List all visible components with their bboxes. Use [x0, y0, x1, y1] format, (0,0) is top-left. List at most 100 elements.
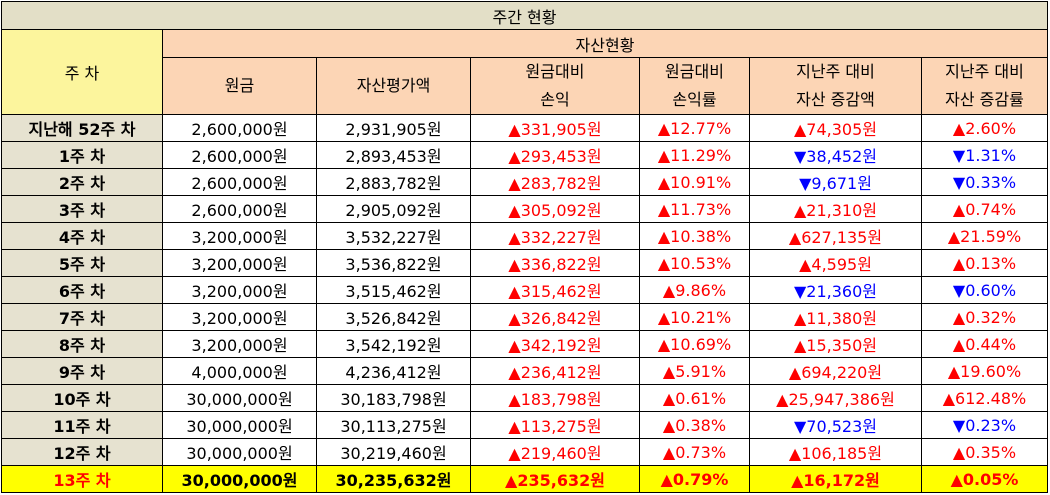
week-cell: 11주 차 [1, 411, 163, 439]
wow-rate-cell: ▲0.74% [921, 195, 1048, 223]
week-cell: 7주 차 [1, 303, 163, 331]
pnl-cell: ▲283,782원 [470, 168, 640, 196]
asset-value-cell: 30,219,460원 [316, 438, 471, 466]
week-cell: 4주 차 [1, 222, 163, 250]
table-row: 10주 차 30,000,000원 30,183,798원 ▲183,798원 ▲0.6… [1, 384, 1048, 412]
wow-amount-cell: ▲694,220원 [749, 357, 922, 385]
pnl-rate-cell: ▲10.38% [639, 222, 750, 250]
asset-value-cell: 3,536,822원 [316, 249, 471, 277]
asset-value-cell: 4,236,412원 [316, 357, 471, 385]
wow-rate-cell: ▲0.35% [921, 438, 1048, 466]
asset-value-header: 자산평가액 [316, 57, 471, 115]
wow-amount-cell: ▲74,305원 [749, 114, 922, 142]
principal-cell: 3,200,000원 [162, 276, 317, 304]
pnl-rate-cell: ▲11.73% [639, 195, 750, 223]
asset-value-cell: 2,931,905원 [316, 114, 471, 142]
week-cell: 5주 차 [1, 249, 163, 277]
pnl-cell: ▲219,460원 [470, 438, 640, 466]
wow-amount-cell: ▼38,452원 [749, 141, 922, 169]
wow-rate-cell: ▲19.60% [921, 357, 1048, 385]
pnl-cell: ▲293,453원 [470, 141, 640, 169]
pnl-rate-cell: ▲10.21% [639, 303, 750, 331]
wow-amount-cell: ▲15,350원 [749, 330, 922, 358]
principal-cell: 30,000,000원 [162, 411, 317, 439]
wow-amount-cell: ▲11,380원 [749, 303, 922, 331]
pnl-rate-cell: ▲10.53% [639, 249, 750, 277]
week-cell: 지난해 52주 차 [1, 114, 163, 142]
pnl-cell: ▲331,905원 [470, 114, 640, 142]
wow-rate-cell: ▲0.32% [921, 303, 1048, 331]
pnl-rate-cell: ▲12.77% [639, 114, 750, 142]
table-row: 지난해 52주 차 2,600,000원 2,931,905원 ▲331,905원 ▲1… [1, 114, 1048, 142]
wow-rate-cell: ▲0.13% [921, 249, 1048, 277]
week-cell: 9주 차 [1, 357, 163, 385]
wow-amount-cell: ▲627,135원 [749, 222, 922, 250]
table-row: 2주 차 2,600,000원 2,883,782원 ▲283,782원 ▲10.91%… [1, 168, 1048, 196]
asset-value-cell: 3,532,227원 [316, 222, 471, 250]
principal-cell: 2,600,000원 [162, 168, 317, 196]
asset-value-cell: 2,883,782원 [316, 168, 471, 196]
wow-rate-cell: ▲0.05% [921, 465, 1048, 493]
wow-rate-cell: ▼0.23% [921, 411, 1048, 439]
table-title: 주간 현황 [1, 1, 1048, 30]
pnl-cell: ▲342,192원 [470, 330, 640, 358]
principal-cell: 30,000,000원 [162, 384, 317, 412]
week-cell: 6주 차 [1, 276, 163, 304]
wow-amount-cell: ▲21,310원 [749, 195, 922, 223]
week-cell: 2주 차 [1, 168, 163, 196]
pnl-cell: ▲113,275원 [470, 411, 640, 439]
pnl-cell: ▲315,462원 [470, 276, 640, 304]
week-cell: 8주 차 [1, 330, 163, 358]
wow-amount-cell: ▼70,523원 [749, 411, 922, 439]
table-row: 11주 차 30,000,000원 30,113,275원 ▲113,275원 ▲0.3… [1, 411, 1048, 439]
table-row: 4주 차 3,200,000원 3,532,227원 ▲332,227원 ▲10.38%… [1, 222, 1048, 250]
principal-cell: 2,600,000원 [162, 195, 317, 223]
table-row: 3주 차 2,600,000원 2,905,092원 ▲305,092원 ▲11.73%… [1, 195, 1048, 223]
pnl-rate-cell: ▲0.38% [639, 411, 750, 439]
table-row: 1주 차 2,600,000원 2,893,453원 ▲293,453원 ▲11.29%… [1, 141, 1048, 169]
table-row: 5주 차 3,200,000원 3,536,822원 ▲336,822원 ▲10.53%… [1, 249, 1048, 277]
week-cell: 1주 차 [1, 141, 163, 169]
asset-value-cell: 30,183,798원 [316, 384, 471, 412]
asset-value-cell: 2,893,453원 [316, 141, 471, 169]
wow-rate-header: 지난주 대비 자산 증감률 [921, 57, 1048, 115]
asset-value-cell: 3,542,192원 [316, 330, 471, 358]
principal-cell: 4,000,000원 [162, 357, 317, 385]
principal-cell: 30,000,000원 [162, 438, 317, 466]
wow-amount-header: 지난주 대비 자산 증감액 [749, 57, 922, 115]
wow-rate-cell: ▲0.44% [921, 330, 1048, 358]
asset-value-cell: 3,515,462원 [316, 276, 471, 304]
wow-rate-cell: ▼0.33% [921, 168, 1048, 196]
week-cell: 10주 차 [1, 384, 163, 412]
pnl-rate-cell: ▲5.91% [639, 357, 750, 385]
principal-cell: 3,200,000원 [162, 330, 317, 358]
table-row: 13주 차 30,000,000원 30,235,632원 ▲235,632원 ▲0.7… [1, 465, 1048, 493]
asset-value-cell: 30,235,632원 [316, 465, 471, 493]
pnl-cell: ▲183,798원 [470, 384, 640, 412]
pnl-rate-cell: ▲0.79% [639, 465, 750, 493]
principal-cell: 3,200,000원 [162, 222, 317, 250]
principal-cell: 2,600,000원 [162, 114, 317, 142]
asset-status-group-header: 자산현황 [162, 29, 1048, 58]
principal-header: 원금 [162, 57, 317, 115]
wow-amount-cell: ▲4,595원 [749, 249, 922, 277]
table-row: 8주 차 3,200,000원 3,542,192원 ▲342,192원 ▲10.69%… [1, 330, 1048, 358]
wow-rate-cell: ▼1.31% [921, 141, 1048, 169]
pnl-rate-cell: ▲0.73% [639, 438, 750, 466]
wow-rate-cell: ▲2.60% [921, 114, 1048, 142]
pnl-cell: ▲326,842원 [470, 303, 640, 331]
wow-amount-cell: ▼9,671원 [749, 168, 922, 196]
pnl-rate-cell: ▲10.91% [639, 168, 750, 196]
asset-value-cell: 30,113,275원 [316, 411, 471, 439]
principal-cell: 30,000,000원 [162, 465, 317, 493]
wow-amount-cell: ▼21,360원 [749, 276, 922, 304]
week-cell: 12주 차 [1, 438, 163, 466]
pnl-cell: ▲235,632원 [470, 465, 640, 493]
pnl-header: 원금대비 손익 [470, 57, 640, 115]
week-column-header: 주 차 [1, 29, 163, 115]
wow-rate-cell: ▲612.48% [921, 384, 1048, 412]
pnl-rate-cell: ▲11.29% [639, 141, 750, 169]
asset-value-cell: 2,905,092원 [316, 195, 471, 223]
principal-cell: 3,200,000원 [162, 249, 317, 277]
pnl-cell: ▲236,412원 [470, 357, 640, 385]
